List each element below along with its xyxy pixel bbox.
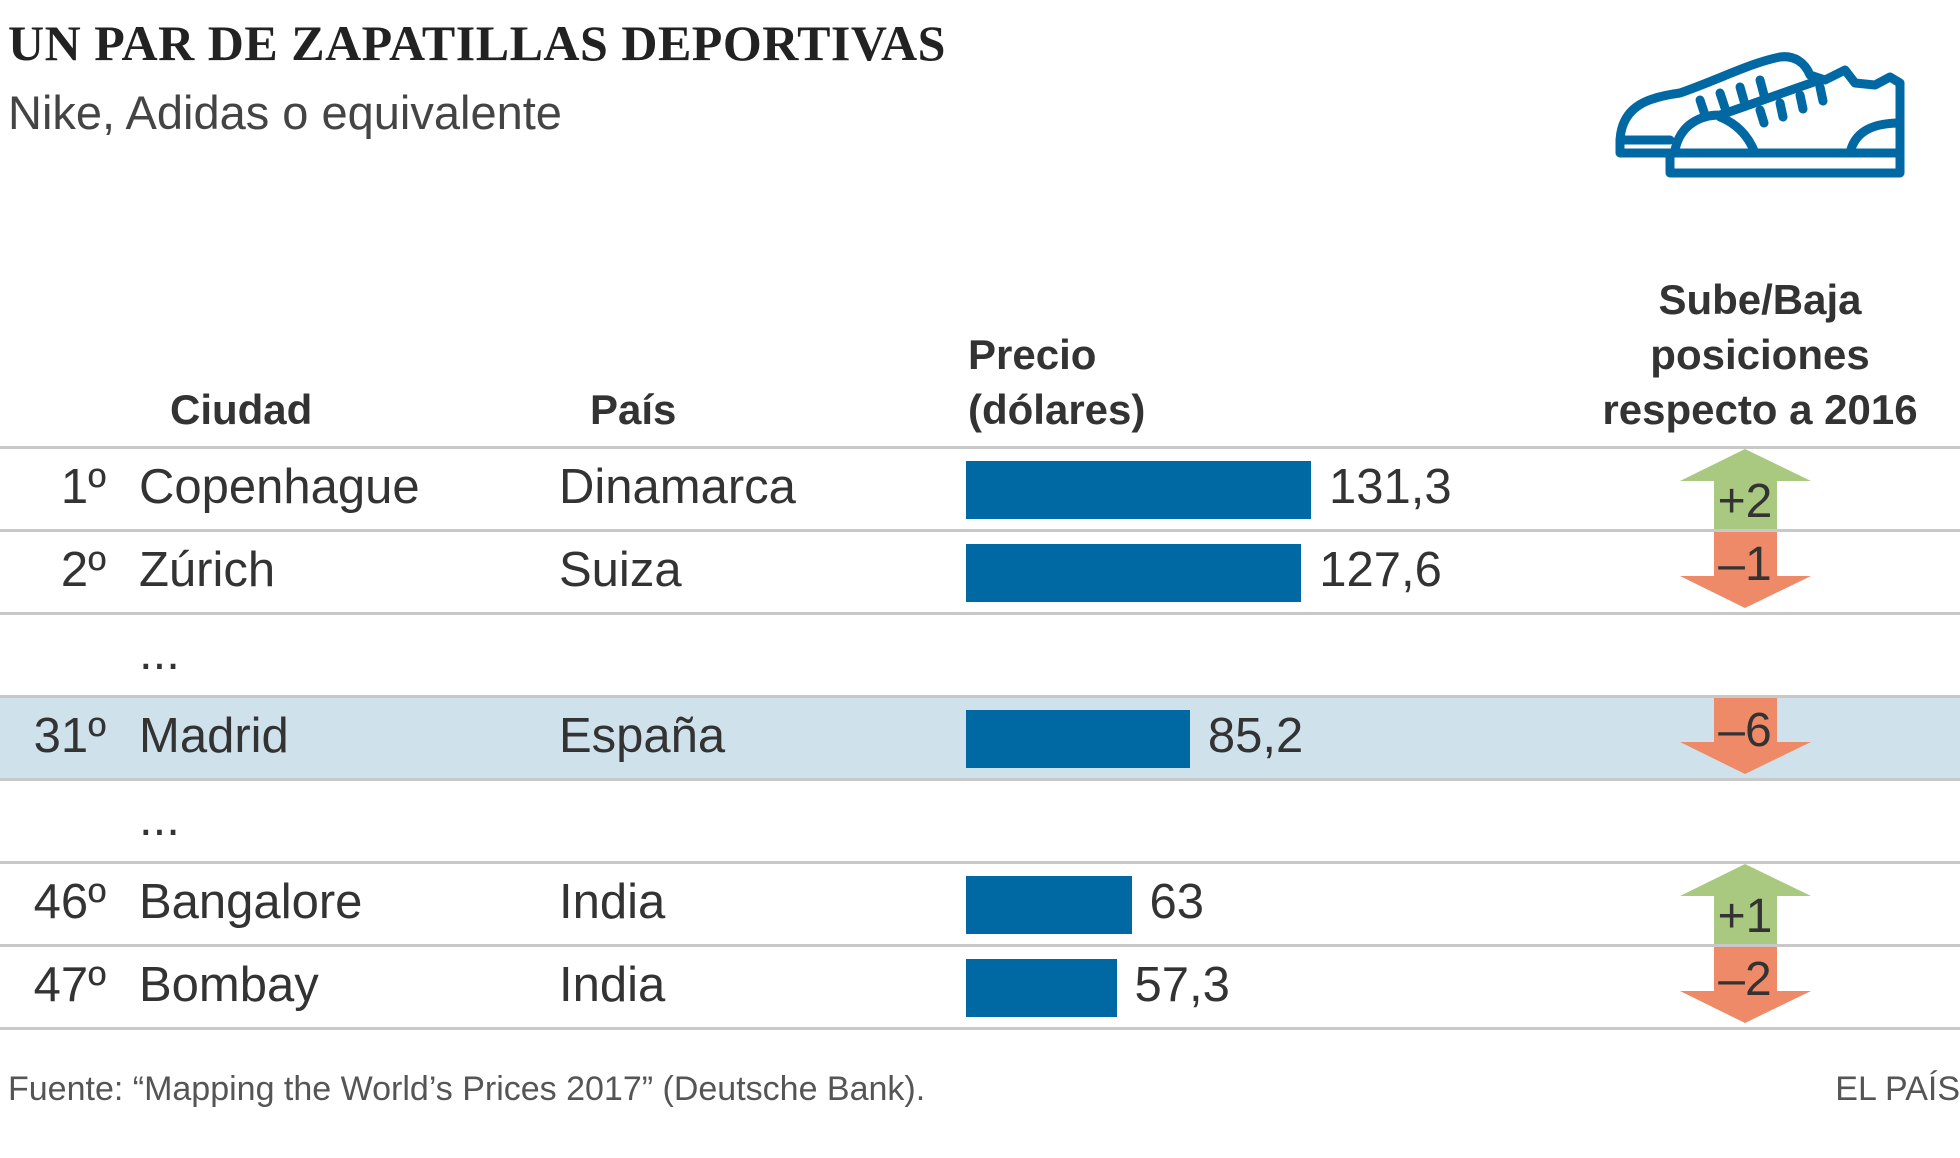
rank: 1º <box>60 460 106 514</box>
rank: 46º <box>33 875 106 929</box>
country: India <box>559 875 666 929</box>
table-row: 46º Bangalore India 63 +1 <box>0 861 1960 944</box>
subtitle: Nike, Adidas o equivalente <box>8 86 562 139</box>
country: Suiza <box>559 543 682 597</box>
city: Zúrich <box>139 543 276 597</box>
ellipsis: ... <box>139 626 180 680</box>
city: Copenhague <box>139 460 420 514</box>
country: India <box>559 958 666 1012</box>
down-arrow-icon: –2 <box>1680 947 1811 1023</box>
header-city: Ciudad <box>170 386 313 433</box>
header-price-2: (dólares) <box>968 386 1146 433</box>
price-bar <box>966 710 1190 768</box>
city: Bombay <box>139 958 319 1012</box>
up-arrow-icon: +2 <box>1680 449 1811 529</box>
price-bar <box>966 876 1132 934</box>
ellipsis-row: ... <box>0 778 1960 861</box>
down-arrow-icon: –1 <box>1680 532 1811 608</box>
table-row: 2º Zúrich Suiza 127,6 –1 <box>0 529 1960 612</box>
price-bar <box>966 544 1302 602</box>
sneakers-icon <box>1615 52 1905 178</box>
country: España <box>559 709 726 763</box>
header-change-1: Sube/Baja <box>1658 276 1862 323</box>
table-row: 31º Madrid España 85,2 –6 <box>0 695 1960 778</box>
source-note: Fuente: “Mapping the World’s Prices 2017… <box>8 1070 926 1108</box>
ellipsis: ... <box>139 792 180 846</box>
up-arrow-icon: +1 <box>1680 864 1811 944</box>
price-label: 57,3 <box>1134 958 1230 1012</box>
change-label: +1 <box>1718 890 1773 943</box>
change-label: +2 <box>1718 475 1773 528</box>
price-bar <box>966 461 1311 519</box>
page-title: UN PAR DE ZAPATILLAS DEPORTIVAS <box>8 15 946 71</box>
rank: 2º <box>60 543 106 597</box>
brand-logo: EL PAÍS <box>1835 1070 1960 1108</box>
header-change-2: posiciones <box>1650 331 1870 378</box>
header-change-3: respecto a 2016 <box>1602 386 1918 433</box>
header-country: País <box>590 386 677 433</box>
price-label: 131,3 <box>1329 460 1452 514</box>
rank: 47º <box>33 958 106 1012</box>
price-bar <box>966 959 1117 1017</box>
price-label: 85,2 <box>1207 709 1304 763</box>
change-label: –1 <box>1718 538 1771 591</box>
price-label: 127,6 <box>1319 543 1442 597</box>
table-row: 1º Copenhague Dinamarca 131,3 +2 <box>0 446 1960 529</box>
city: Bangalore <box>139 875 363 929</box>
rank: 31º <box>33 709 106 763</box>
ellipsis-row: ... <box>0 612 1960 695</box>
down-arrow-icon: –6 <box>1680 698 1811 774</box>
ranking-table: 1º Copenhague Dinamarca 131,3 +2 2º Zúri… <box>0 446 1960 1030</box>
change-label: –2 <box>1718 953 1771 1006</box>
country: Dinamarca <box>559 460 796 514</box>
price-label: 63 <box>1149 875 1205 929</box>
change-label: –6 <box>1718 704 1771 757</box>
header-price-1: Precio <box>968 331 1097 378</box>
table-row: 47º Bombay India 57,3 –2 <box>0 944 1960 1030</box>
city: Madrid <box>139 709 289 763</box>
